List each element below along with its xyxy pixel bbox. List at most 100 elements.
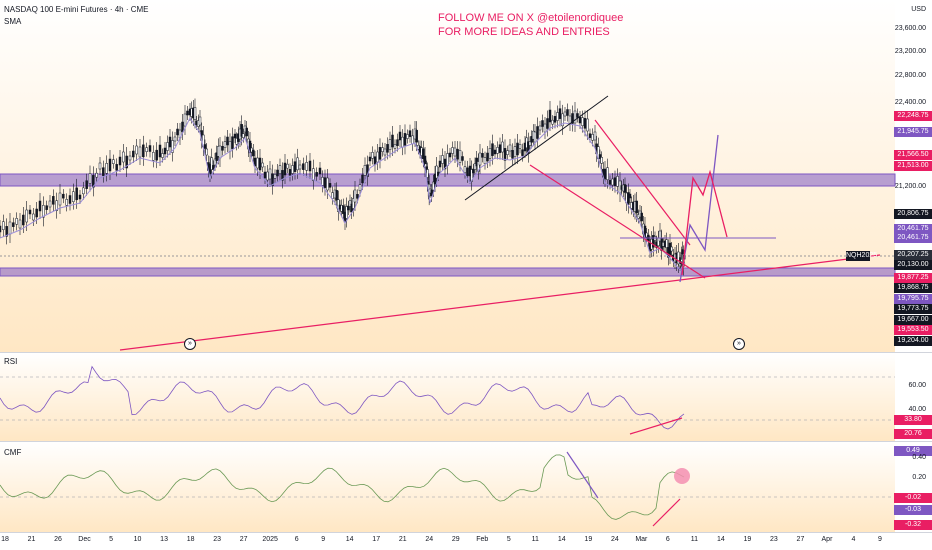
candle-body xyxy=(25,209,28,223)
candle-body xyxy=(551,119,554,125)
candle-body xyxy=(546,118,549,129)
candle-body xyxy=(386,144,389,153)
cmf-label[interactable]: CMF xyxy=(4,448,22,457)
sma-indicator-label[interactable]: SMA xyxy=(4,17,22,26)
candle-body xyxy=(352,198,355,209)
candle-body xyxy=(583,118,587,129)
candle-body xyxy=(112,159,115,164)
candle-body xyxy=(245,127,248,137)
rsi-tick: 40.00 xyxy=(908,406,926,413)
candle-body xyxy=(233,133,237,139)
candle-body xyxy=(318,167,322,175)
candle-body xyxy=(118,156,122,166)
candle-body xyxy=(278,165,282,174)
candle-body xyxy=(591,134,594,141)
candle-body xyxy=(342,205,345,214)
price-badge: 22,248.75 xyxy=(894,111,932,121)
price-tick: 21,200.00 xyxy=(894,183,926,190)
candle-body xyxy=(138,146,142,158)
pane-separator[interactable] xyxy=(0,352,932,353)
candle-body xyxy=(391,134,394,148)
candle-body xyxy=(393,144,397,149)
candle-body xyxy=(556,112,559,121)
price-badge: 19,773.75 xyxy=(894,304,932,314)
time-tick: 21 xyxy=(398,536,407,543)
candle-body xyxy=(258,157,262,171)
projection-path-alt xyxy=(681,169,728,276)
candle-body xyxy=(477,161,480,172)
trend-line-up xyxy=(464,95,609,201)
candle-body xyxy=(348,200,352,207)
rsi-pane-bg xyxy=(0,353,895,441)
time-tick: 23 xyxy=(213,536,222,543)
candle-body xyxy=(242,133,245,138)
candle-body xyxy=(92,175,95,188)
price-badge: 20,461.75 xyxy=(894,233,932,243)
rsi-tick: 60.00 xyxy=(908,382,926,389)
promo-text-line-2: FOR MORE IDEAS AND ENTRIES xyxy=(438,26,610,38)
candle-body xyxy=(448,152,452,158)
candle-body xyxy=(158,144,162,158)
time-tick: 4 xyxy=(851,536,856,543)
candle-body xyxy=(152,152,155,161)
candle-body xyxy=(558,108,562,119)
candle-body xyxy=(38,200,42,212)
candle-body xyxy=(493,149,497,155)
cmf-highlight-marker xyxy=(674,468,690,484)
candle-body xyxy=(503,148,507,161)
candle-body xyxy=(302,163,305,170)
replay-icon[interactable]: » xyxy=(184,338,196,350)
price-badge: 19,553.50 xyxy=(894,325,932,335)
time-tick: 17 xyxy=(372,536,381,543)
candle-body xyxy=(576,113,579,118)
time-tick: 11 xyxy=(531,536,539,543)
resistance-zone xyxy=(0,173,896,187)
candle-body xyxy=(443,158,447,170)
rsi-label[interactable]: RSI xyxy=(4,357,18,366)
cmf-badge: -0.02 xyxy=(894,493,932,503)
pane-separator[interactable] xyxy=(0,441,932,442)
candle-body xyxy=(171,140,174,153)
cmf-pane-bg xyxy=(0,442,895,532)
time-tick: 13 xyxy=(160,536,168,543)
candle-body xyxy=(115,164,118,171)
candle-body xyxy=(433,173,437,185)
time-tick: Dec xyxy=(78,536,91,543)
time-tick: Feb xyxy=(476,536,489,543)
candle-body xyxy=(122,151,125,163)
candle-body xyxy=(658,230,662,242)
candle-body xyxy=(368,156,372,162)
candle-body xyxy=(12,222,15,227)
candle-body xyxy=(513,146,517,157)
candle-body xyxy=(388,139,392,150)
promo-text-line-1: FOLLOW ME ON X @etoilenordiquee xyxy=(438,12,624,24)
candle-body xyxy=(28,209,32,215)
candle-body xyxy=(541,120,544,127)
symbol-tag: NQH2025 xyxy=(846,251,878,261)
replay-icon[interactable]: » xyxy=(733,338,745,350)
candle-body xyxy=(561,113,564,127)
candle-body xyxy=(55,200,58,211)
candle-body xyxy=(163,147,167,155)
candle-body xyxy=(331,192,334,199)
candle-body xyxy=(486,152,489,162)
symbol-title[interactable]: NASDAQ 100 E-mini Futures · 4h · CME xyxy=(4,5,149,14)
candle-body xyxy=(600,157,603,164)
candle-body xyxy=(2,221,5,230)
candle-body xyxy=(210,157,213,170)
candle-body xyxy=(166,142,169,151)
candle-body xyxy=(408,130,412,137)
candle-body xyxy=(148,145,152,152)
candle-body xyxy=(308,160,312,172)
candle-body xyxy=(441,155,444,164)
candle-body xyxy=(253,157,257,167)
rsi-badge: 33.80 xyxy=(894,415,932,425)
candle-body xyxy=(518,144,522,149)
candle-body xyxy=(553,116,557,123)
cmf-tick: 0.40 xyxy=(912,454,926,461)
price-badge: 20,461.75 xyxy=(894,224,932,234)
time-tick: 6 xyxy=(665,536,670,543)
candle-body xyxy=(606,167,609,180)
